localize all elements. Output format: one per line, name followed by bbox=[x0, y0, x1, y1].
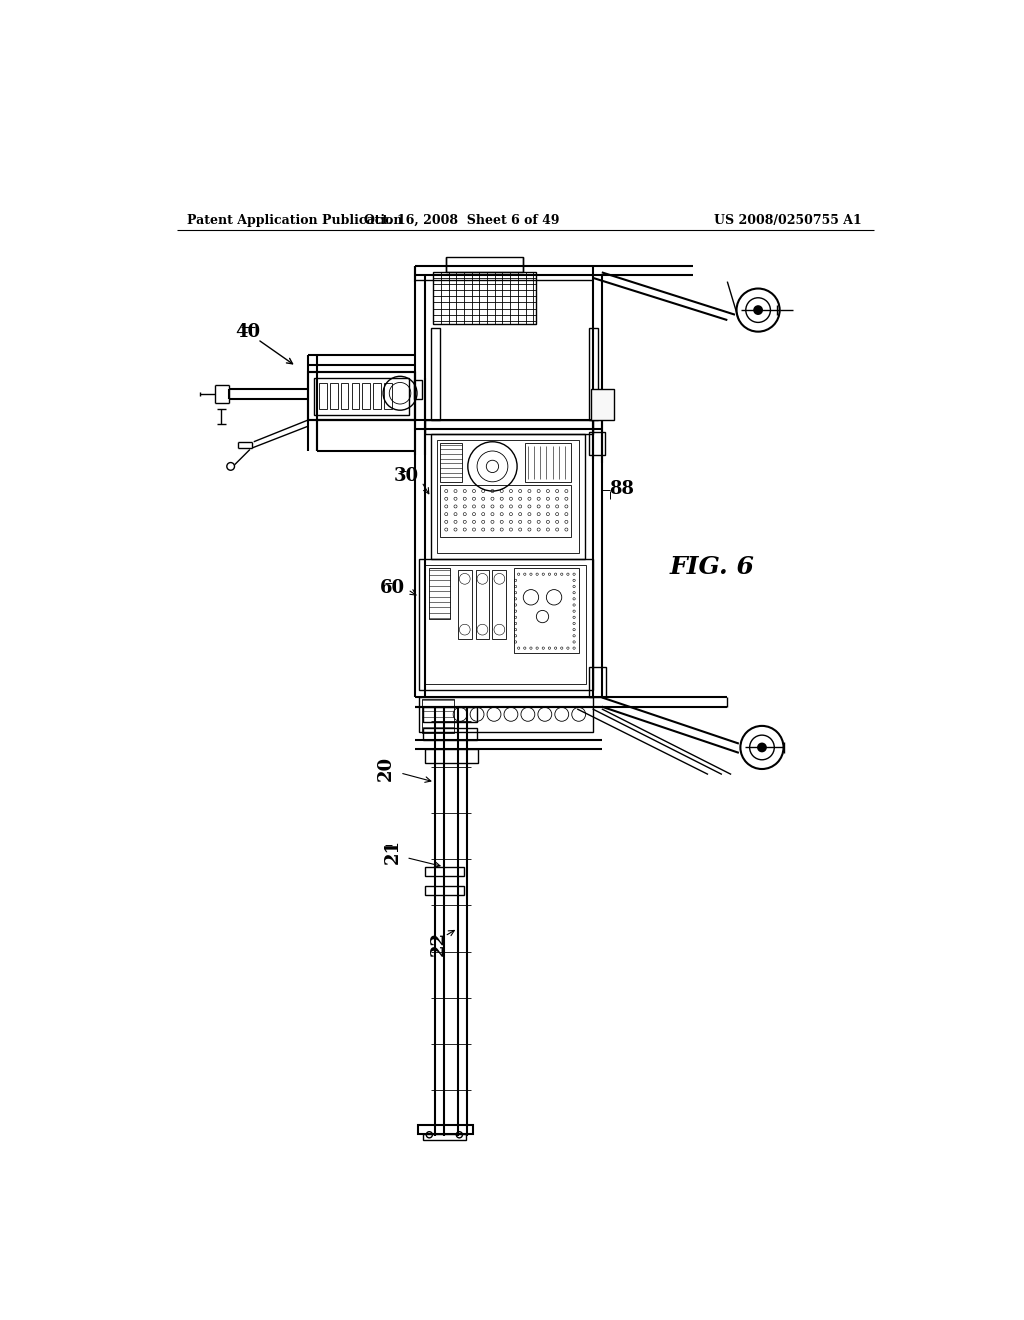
Bar bbox=[422, 700, 454, 733]
Bar bbox=[440, 484, 571, 537]
Text: 22: 22 bbox=[429, 932, 447, 956]
Bar bbox=[493, 570, 506, 639]
Bar bbox=[319, 383, 327, 409]
Bar bbox=[419, 558, 593, 689]
Bar bbox=[524, 444, 571, 482]
Text: FIG. 6: FIG. 6 bbox=[670, 554, 755, 578]
Text: US 2008/0250755 A1: US 2008/0250755 A1 bbox=[715, 214, 862, 227]
Bar bbox=[313, 378, 410, 414]
Bar bbox=[475, 570, 489, 639]
Text: 88: 88 bbox=[609, 480, 635, 499]
Bar bbox=[414, 380, 422, 399]
Bar bbox=[330, 383, 338, 409]
Bar bbox=[425, 565, 587, 684]
Bar bbox=[425, 420, 593, 434]
Bar bbox=[590, 432, 605, 455]
Bar bbox=[446, 257, 523, 272]
Bar bbox=[425, 886, 464, 895]
Bar bbox=[384, 383, 391, 409]
Text: 21: 21 bbox=[383, 840, 401, 863]
Bar bbox=[429, 568, 451, 619]
Bar bbox=[591, 389, 614, 420]
Bar bbox=[423, 1134, 466, 1140]
Bar bbox=[362, 383, 370, 409]
Bar bbox=[341, 383, 348, 409]
Bar bbox=[425, 748, 478, 763]
Bar bbox=[418, 1125, 473, 1134]
Bar bbox=[590, 667, 606, 697]
Bar bbox=[433, 272, 537, 323]
Bar bbox=[437, 441, 579, 553]
Bar bbox=[431, 434, 585, 558]
Bar bbox=[431, 327, 440, 420]
Bar bbox=[373, 383, 381, 409]
Bar bbox=[307, 372, 416, 420]
Text: 40: 40 bbox=[236, 322, 260, 341]
Bar bbox=[423, 729, 477, 739]
Text: 30: 30 bbox=[393, 467, 419, 484]
Circle shape bbox=[755, 306, 762, 314]
Circle shape bbox=[758, 743, 766, 751]
Text: 60: 60 bbox=[380, 579, 404, 597]
Bar bbox=[440, 444, 462, 482]
Bar bbox=[419, 697, 593, 733]
Text: 20: 20 bbox=[377, 755, 395, 781]
Bar bbox=[458, 570, 472, 639]
Text: Patent Application Publication: Patent Application Publication bbox=[186, 214, 402, 227]
Text: Oct. 16, 2008  Sheet 6 of 49: Oct. 16, 2008 Sheet 6 of 49 bbox=[364, 214, 559, 227]
Bar bbox=[425, 867, 464, 876]
Bar bbox=[351, 383, 359, 409]
Bar bbox=[423, 706, 477, 722]
Bar bbox=[514, 568, 579, 653]
Bar bbox=[589, 327, 598, 420]
